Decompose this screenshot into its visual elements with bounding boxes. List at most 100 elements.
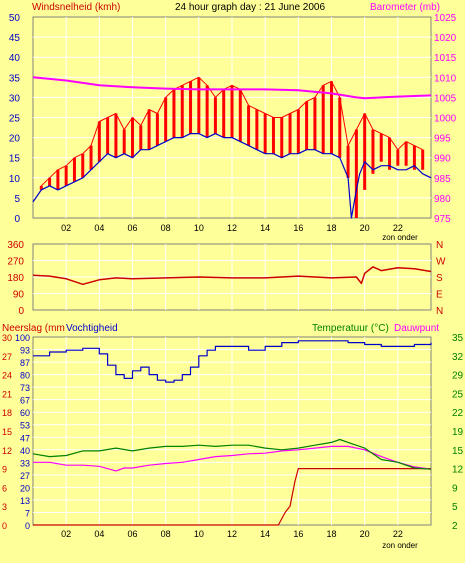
humidity-tick-label: 47 [20,433,30,443]
rain-tick-label: 30 [2,333,12,343]
humidity-temperature-rain-series [32,340,432,526]
humidity-axis: 100 93 87 80 73 67 60 53 47 40 33 27 20 13 7 0 [15,333,30,531]
rain-tick-label: 15 [2,427,12,437]
hour-tick-label: 08 [161,223,171,233]
direction-tick-label: 180 [7,273,24,284]
hour-tick-label: 20 [360,223,370,233]
wind-speed-tick-label: 0 [14,214,20,225]
hour-tick-label: 14 [260,223,270,233]
compass-letter: W [436,257,446,268]
humidity-tick-label: 73 [20,383,30,393]
barometer-tick-label: 975 [434,214,451,225]
barometer-tick-label: 980 [434,194,451,205]
humidity-tick-label: 80 [20,371,30,381]
wind-gust-line [40,76,423,187]
temperature-tick-label: 32 [452,352,464,363]
rain-tick-label: 6 [2,483,7,493]
hour-tick-label: 04 [94,529,104,539]
wind-average-line [32,133,432,219]
humidity-tick-label: 13 [20,496,30,506]
temperature-tick-label: 12 [452,465,464,476]
hour-axis: 02 04 06 08 10 12 14 16 18 20 22 [61,223,403,233]
temperature-tick-label: 35 [452,333,464,344]
rain-tick-label: 21 [2,389,12,399]
hour-tick-label: 02 [61,529,71,539]
rain-tick-label: 18 [2,408,12,418]
wind-speed-tick-label: 20 [9,134,21,145]
hour-tick-label: 14 [260,529,270,539]
humidity-line [33,340,432,383]
hour-tick-label: 02 [61,223,71,233]
humidity-tick-label: 27 [20,471,30,481]
hour-tick-label: 10 [194,529,204,539]
direction-tick-label: 360 [7,240,24,251]
barometer-tick-label: 1010 [434,73,457,84]
temperature-line [32,438,432,470]
dewpoint-axis-title: Dauwpunt [394,323,439,334]
temperature-tick-label: 5 [452,502,458,513]
hour-tick-label: 06 [127,223,137,233]
wind-direction-series [32,266,432,286]
wind-speed-tick-label: 30 [9,93,21,104]
humidity-axis-title: Vochtigheid [66,323,118,334]
dewpoint-line [33,445,432,472]
barometer-tick-label: 1015 [434,53,457,64]
barometer-line [32,76,432,100]
direction-tick-label: 0 [18,306,24,317]
barometer-axis: 1025 1020 1015 1010 1005 1000 995 990 985 980 975 [434,13,457,225]
compass-letter: E [436,290,443,301]
hour-tick-label: 18 [326,529,336,539]
humidity-tick-label: 87 [20,358,30,368]
rain-axis-title: Neerslag (mm [2,323,65,334]
humidity-tick-label: 20 [20,483,30,493]
temperature-tick-label: 2 [452,521,458,532]
hour-tick-label: 10 [194,223,204,233]
rain-tick-label: 3 [2,502,7,512]
wind-speed-tick-label: 45 [9,33,21,44]
rain-tick-label: 0 [2,521,7,531]
hour-tick-label: 22 [393,223,403,233]
chart-title: 24 hour graph day : 21 June 2006 [175,2,326,13]
barometer-tick-label: 1020 [434,33,457,44]
rain-tick-label: 27 [2,352,12,362]
wind-direction-axis: 360 270 180 90 0 [7,240,24,317]
wind-barometer-series [32,76,432,219]
hour-tick-label: 12 [227,529,237,539]
barometer-tick-label: 1000 [434,114,457,125]
temperature-tick-label: 15 [452,446,464,457]
compass-letter: N [436,240,443,251]
humidity-tick-label: 93 [20,346,30,356]
compass-letter: S [436,273,443,284]
hour-tick-label: 18 [326,223,336,233]
barometer-tick-label: 1025 [434,13,457,24]
direction-tick-label: 90 [13,290,25,301]
hour-tick-label: 20 [360,529,370,539]
humidity-tick-label: 0 [25,521,30,531]
temperature-tick-label: 29 [452,371,464,382]
humidity-tick-label: 40 [20,446,30,456]
wind-speed-axis-title: Windsnelheid (kmh) [32,2,120,13]
rain-tick-label: 24 [2,371,12,381]
barometer-tick-label: 990 [434,154,451,165]
hour-tick-label: 16 [293,529,303,539]
rain-tick-label: 9 [2,465,7,475]
temperature-tick-label: 22 [452,408,464,419]
wind-speed-tick-label: 15 [9,154,21,165]
temperature-axis: 35 32 29 25 22 19 15 12 9 5 2 [452,333,464,532]
hour-tick-label: 08 [161,529,171,539]
temperature-tick-label: 25 [452,389,464,400]
hour-tick-label: 22 [393,529,403,539]
sunset-note-bottom: zon onder [382,541,418,550]
humidity-tick-label: 67 [20,396,30,406]
hour-tick-label: 16 [293,223,303,233]
wind-speed-tick-label: 35 [9,73,21,84]
humidity-tick-label: 7 [25,508,30,518]
humidity-tick-label: 100 [15,333,30,343]
compass-letter: N [436,306,443,317]
wind-speed-tick-label: 5 [14,194,20,205]
temperature-tick-label: 9 [452,483,458,494]
humidity-tick-label: 33 [20,458,30,468]
wind-direction-line [32,266,432,286]
